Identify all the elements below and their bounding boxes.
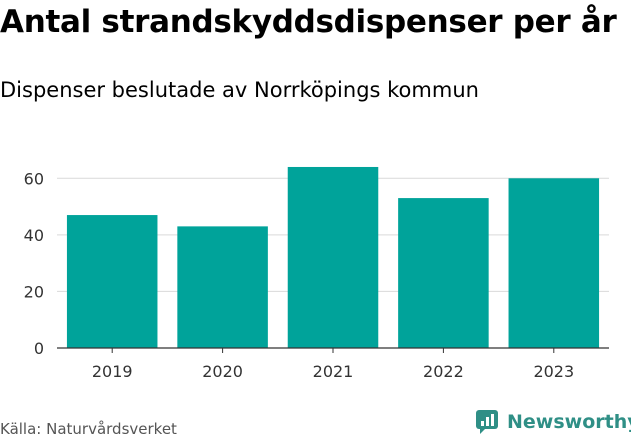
bar-2023	[508, 178, 600, 348]
newsworthy-logo-icon	[476, 410, 498, 434]
x-tick-label: 2020	[202, 362, 243, 381]
bar-2019	[66, 215, 158, 348]
chart-subtitle: Dispenser beslutade av Norrköpings kommu…	[0, 78, 479, 102]
chart-title: Antal strandskyddsdispenser per år	[0, 4, 617, 40]
y-tick-label: 40	[24, 226, 44, 245]
x-tick-label: 2022	[423, 362, 464, 381]
brand-name: Newsworthy	[507, 411, 631, 433]
bars	[66, 166, 600, 348]
newsworthy-logo: Newsworthy	[475, 409, 631, 435]
x-tick-label: 2019	[92, 362, 133, 381]
axes: 0 20 40 60 2019 2020 2021 2022 2023	[24, 169, 609, 381]
bar-2020	[177, 226, 268, 348]
x-tick-label: 2023	[533, 362, 574, 381]
y-tick-label: 20	[24, 282, 44, 301]
bar-2021	[287, 166, 379, 348]
bar-2022	[398, 198, 489, 348]
source-note: Källa: Naturvårdsverket	[0, 420, 177, 438]
y-tick-label: 0	[34, 339, 44, 358]
y-tick-label: 60	[24, 169, 44, 188]
x-tick-label: 2021	[313, 362, 354, 381]
bar-chart: 0 20 40 60 2019 2020 2021 2022 2023	[24, 166, 609, 381]
